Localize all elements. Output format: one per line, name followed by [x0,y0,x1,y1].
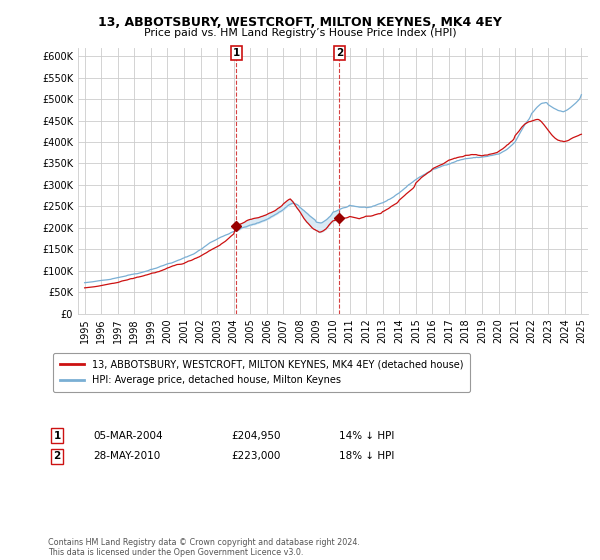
Text: 28-MAY-2010: 28-MAY-2010 [93,451,160,461]
Text: 2: 2 [53,451,61,461]
Legend: 13, ABBOTSBURY, WESTCROFT, MILTON KEYNES, MK4 4EY (detached house), HPI: Average: 13, ABBOTSBURY, WESTCROFT, MILTON KEYNES… [53,353,470,392]
Text: 2: 2 [335,48,343,58]
Text: 1: 1 [233,48,240,58]
Text: £223,000: £223,000 [231,451,280,461]
Text: 1: 1 [53,431,61,441]
Text: Contains HM Land Registry data © Crown copyright and database right 2024.
This d: Contains HM Land Registry data © Crown c… [48,538,360,557]
Text: 13, ABBOTSBURY, WESTCROFT, MILTON KEYNES, MK4 4EY: 13, ABBOTSBURY, WESTCROFT, MILTON KEYNES… [98,16,502,29]
Text: 14% ↓ HPI: 14% ↓ HPI [339,431,394,441]
Text: Price paid vs. HM Land Registry’s House Price Index (HPI): Price paid vs. HM Land Registry’s House … [143,28,457,38]
Text: £204,950: £204,950 [231,431,281,441]
Text: 18% ↓ HPI: 18% ↓ HPI [339,451,394,461]
Text: 05-MAR-2004: 05-MAR-2004 [93,431,163,441]
